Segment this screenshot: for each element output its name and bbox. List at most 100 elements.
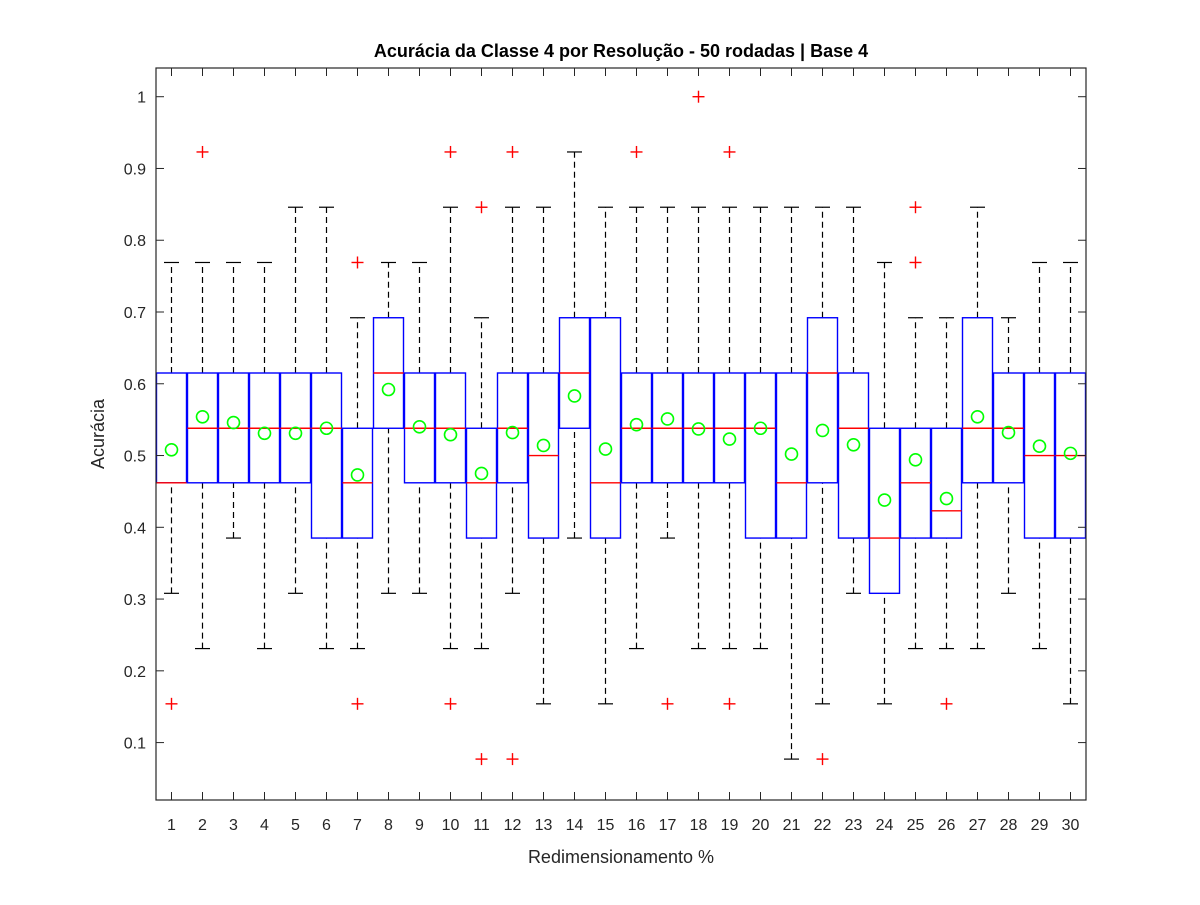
- x-tick-label: 16: [628, 817, 646, 834]
- x-tick-label: 28: [1000, 817, 1018, 834]
- box-group: [868, 261, 901, 705]
- x-tick-label: 12: [504, 817, 522, 834]
- mean-marker: [970, 409, 985, 424]
- box-group: [930, 317, 963, 710]
- box-group: [620, 145, 653, 650]
- box-group: [806, 206, 839, 766]
- mean-marker: [381, 382, 396, 397]
- outlier-marker: [196, 145, 209, 158]
- iqr-box: [868, 427, 901, 595]
- outlier-marker: [909, 201, 922, 214]
- outlier-marker: [940, 697, 953, 710]
- x-tick-label: 9: [415, 817, 424, 834]
- x-tick-label: 1: [167, 817, 176, 834]
- box-group: [961, 206, 994, 650]
- box-group: [682, 90, 715, 650]
- outlier-marker: [351, 256, 364, 269]
- mean-marker: [1032, 439, 1047, 454]
- x-tick-label: 13: [535, 817, 553, 834]
- mean-marker: [567, 389, 582, 403]
- box-group: [186, 145, 219, 650]
- box-group: [434, 145, 467, 710]
- box-group: [837, 206, 870, 594]
- box-group: [248, 261, 281, 650]
- box-group: [155, 261, 188, 710]
- y-tick-label: 0.3: [124, 592, 146, 609]
- box-group: [992, 317, 1025, 594]
- x-tick-label: 19: [721, 817, 739, 834]
- x-tick-label: 23: [845, 817, 863, 834]
- x-tick-label: 14: [566, 817, 584, 834]
- mean-marker: [784, 447, 799, 461]
- x-tick-label: 17: [659, 817, 677, 834]
- outlier-marker: [816, 753, 829, 766]
- mean-marker: [1001, 425, 1016, 440]
- mean-marker: [691, 422, 706, 436]
- outlier-marker: [723, 697, 736, 710]
- iqr-box: [930, 427, 963, 539]
- mean-marker: [257, 426, 272, 441]
- iqr-box: [837, 372, 870, 539]
- y-tick-label: 1: [137, 90, 146, 107]
- box-group: [217, 261, 250, 539]
- outlier-marker: [630, 145, 643, 158]
- mean-marker: [226, 415, 241, 430]
- x-tick-label: 15: [597, 817, 615, 834]
- y-tick-label: 0.7: [124, 305, 146, 322]
- y-tick-label: 0.1: [124, 736, 146, 753]
- x-tick-label: 20: [752, 817, 770, 834]
- x-tick-label: 18: [690, 817, 708, 834]
- box-group: [1023, 261, 1056, 650]
- box-group: [279, 206, 312, 594]
- x-tick-label: 22: [814, 817, 832, 834]
- mean-marker: [753, 421, 768, 436]
- plot-frame: [155, 67, 1087, 801]
- box-group: [899, 201, 932, 650]
- box-group: [589, 206, 622, 705]
- box-group: [651, 206, 684, 710]
- mean-marker: [908, 453, 923, 467]
- x-tick-label: 11: [473, 817, 490, 834]
- y-tick-label: 0.9: [124, 161, 146, 178]
- mean-marker: [195, 409, 210, 424]
- mean-marker: [722, 432, 737, 446]
- x-tick-label: 6: [322, 817, 331, 834]
- mean-marker: [164, 442, 179, 457]
- box-group: [713, 145, 746, 710]
- x-tick-label: 7: [353, 817, 362, 834]
- box-group: [744, 206, 777, 650]
- y-tick-label: 0.2: [124, 664, 146, 681]
- x-tick-label: 26: [938, 817, 956, 834]
- x-tick-label: 27: [969, 817, 987, 834]
- iqr-box: [961, 317, 994, 484]
- mean-marker: [939, 491, 954, 506]
- iqr-box: [775, 372, 808, 539]
- outlier-marker: [444, 145, 457, 158]
- x-tick-label: 25: [907, 817, 925, 834]
- mean-marker: [443, 427, 458, 442]
- outlier-marker: [165, 697, 178, 710]
- outlier-marker: [692, 90, 705, 103]
- mean-marker: [319, 421, 334, 436]
- chart-marks: [155, 90, 1087, 766]
- x-tick-label: 30: [1062, 817, 1080, 834]
- box-group: [465, 201, 498, 766]
- mean-marker: [536, 438, 551, 453]
- y-tick-label: 0.8: [124, 233, 146, 250]
- mean-marker: [598, 442, 613, 456]
- y-tick-label: 0.5: [124, 449, 146, 466]
- x-tick-label: 2: [198, 817, 207, 834]
- iqr-box: [589, 317, 622, 539]
- outlier-marker: [909, 256, 922, 269]
- outlier-marker: [506, 145, 519, 158]
- outlier-marker: [444, 697, 457, 710]
- mean-marker: [412, 420, 427, 434]
- iqr-box: [806, 317, 839, 484]
- mean-marker: [877, 493, 892, 507]
- outlier-marker: [475, 201, 488, 214]
- box-group: [310, 206, 343, 650]
- outlier-marker: [475, 753, 488, 766]
- mean-marker: [815, 423, 830, 438]
- y-axis-label: Acurácia: [88, 398, 108, 469]
- chart-title: Acurácia da Classe 4 por Resolução - 50 …: [374, 41, 868, 61]
